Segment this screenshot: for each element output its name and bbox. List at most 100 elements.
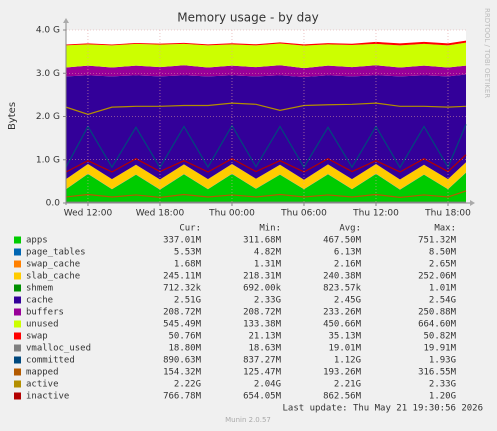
legend-value: 337.01M: [163, 236, 202, 246]
legend-value: 2.45G: [334, 296, 361, 306]
legend-value: 2.54G: [429, 296, 456, 306]
axis-arrow: [63, 18, 69, 23]
legend-value: 2.33G: [429, 380, 456, 390]
legend-label: cache: [26, 296, 53, 306]
legend-swatch: [14, 380, 21, 388]
legend-header: Max:: [434, 224, 456, 234]
legend-value: 890.63M: [163, 356, 202, 366]
legend-value: 6.13M: [334, 248, 362, 258]
legend-label: swap: [26, 332, 48, 342]
legend-value: 18.63M: [248, 344, 281, 354]
legend-value: 4.82M: [254, 248, 282, 258]
legend-value: 712.32k: [163, 284, 202, 294]
line: [65, 154, 467, 173]
legend-header: Cur:: [179, 224, 201, 234]
legend-label: buffers: [26, 308, 64, 318]
legend-value: 545.49M: [163, 320, 202, 330]
y-tick-label: 1.0 G: [36, 155, 60, 165]
axis-arrow: [470, 200, 475, 206]
legend-value: 1.20G: [429, 392, 456, 402]
legend-value: 1.93G: [429, 356, 456, 366]
legend-value: 252.06M: [418, 272, 457, 282]
legend-swatch: [14, 236, 21, 244]
y-tick-label: 0.0: [46, 199, 61, 209]
line: [65, 190, 467, 198]
legend-value: 751.32M: [418, 236, 457, 246]
x-tick-label: Wed 12:00: [64, 209, 113, 219]
legend-value: 50.76M: [168, 332, 201, 342]
legend-value: 766.78M: [163, 392, 202, 402]
legend-value: 1.12G: [334, 356, 361, 366]
legend-value: 837.27M: [243, 356, 282, 366]
line: [65, 102, 467, 116]
legend-value: 233.26M: [323, 308, 362, 318]
legend-value: 862.56M: [323, 392, 362, 402]
area: [66, 74, 466, 180]
legend-swatch: [14, 296, 21, 304]
footer: Munin 2.0.57: [225, 416, 271, 424]
legend-swatch: [14, 344, 21, 352]
area: [66, 162, 466, 190]
x-tick-label: Thu 12:00: [352, 209, 399, 219]
legend-label: active: [26, 380, 59, 390]
legend-value: 19.91M: [423, 344, 456, 354]
legend-value: 21.13M: [248, 332, 281, 342]
line: [65, 124, 467, 169]
legend-swatch: [14, 308, 21, 316]
legend-value: 2.22G: [174, 380, 201, 390]
legend-value: 208.72M: [163, 308, 202, 318]
legend-swatch: [14, 368, 21, 376]
area: [66, 40, 466, 46]
legend-label: mapped: [26, 368, 59, 378]
legend-label: shmem: [26, 284, 53, 294]
legend-value: 18.80M: [168, 344, 201, 354]
x-tick-label: Wed 18:00: [136, 209, 185, 219]
y-tick-label: 2.0 G: [36, 112, 60, 122]
legend-value: 19.01M: [328, 344, 361, 354]
legend-label: swap_cache: [26, 260, 80, 270]
legend-swatch: [14, 356, 21, 364]
legend-swatch: [14, 392, 21, 400]
legend-value: 245.11M: [163, 272, 202, 282]
side-text: RRDTOOL / TOBI OETIKER: [483, 8, 491, 98]
legend-swatch: [14, 320, 21, 328]
x-tick-label: Thu 06:00: [280, 209, 327, 219]
legend-value: 250.88M: [418, 308, 457, 318]
legend-value: 8.50M: [429, 248, 457, 258]
legend-value: 133.38M: [243, 320, 282, 330]
legend-value: 208.72M: [243, 308, 282, 318]
legend-value: 240.38M: [323, 272, 362, 282]
legend-value: 193.26M: [323, 368, 362, 378]
legend-swatch: [14, 260, 21, 268]
legend-value: 467.50M: [323, 236, 362, 246]
legend-label: inactive: [26, 392, 69, 402]
legend-value: 2.21G: [334, 380, 361, 390]
y-axis-label: Bytes: [7, 102, 18, 130]
legend-header: Avg:: [339, 224, 361, 234]
legend-swatch: [14, 248, 21, 256]
legend-value: 311.68M: [243, 236, 282, 246]
legend-label: apps: [26, 236, 48, 246]
legend-value: 5.53M: [174, 248, 202, 258]
legend-value: 1.31M: [254, 260, 282, 270]
legend-value: 692.00k: [243, 284, 282, 294]
legend-value: 2.16M: [334, 260, 362, 270]
legend-swatch: [14, 284, 21, 292]
area: [66, 65, 466, 78]
legend-label: slab_cache: [26, 272, 80, 282]
x-tick-label: Thu 18:00: [424, 209, 471, 219]
legend-value: 2.51G: [174, 296, 201, 306]
legend-value: 2.04G: [254, 380, 281, 390]
legend-value: 664.60M: [418, 320, 457, 330]
legend-header: Min:: [259, 224, 281, 234]
area: [66, 42, 466, 69]
y-tick-label: 4.0 G: [36, 26, 60, 36]
legend-label: page_tables: [26, 248, 86, 258]
legend-value: 154.32M: [163, 368, 202, 378]
legend-value: 218.31M: [243, 272, 282, 282]
legend-value: 125.47M: [243, 368, 282, 378]
legend-swatch: [14, 272, 21, 280]
y-tick-label: 3.0 G: [36, 69, 60, 79]
legend-value: 823.57k: [323, 284, 362, 294]
